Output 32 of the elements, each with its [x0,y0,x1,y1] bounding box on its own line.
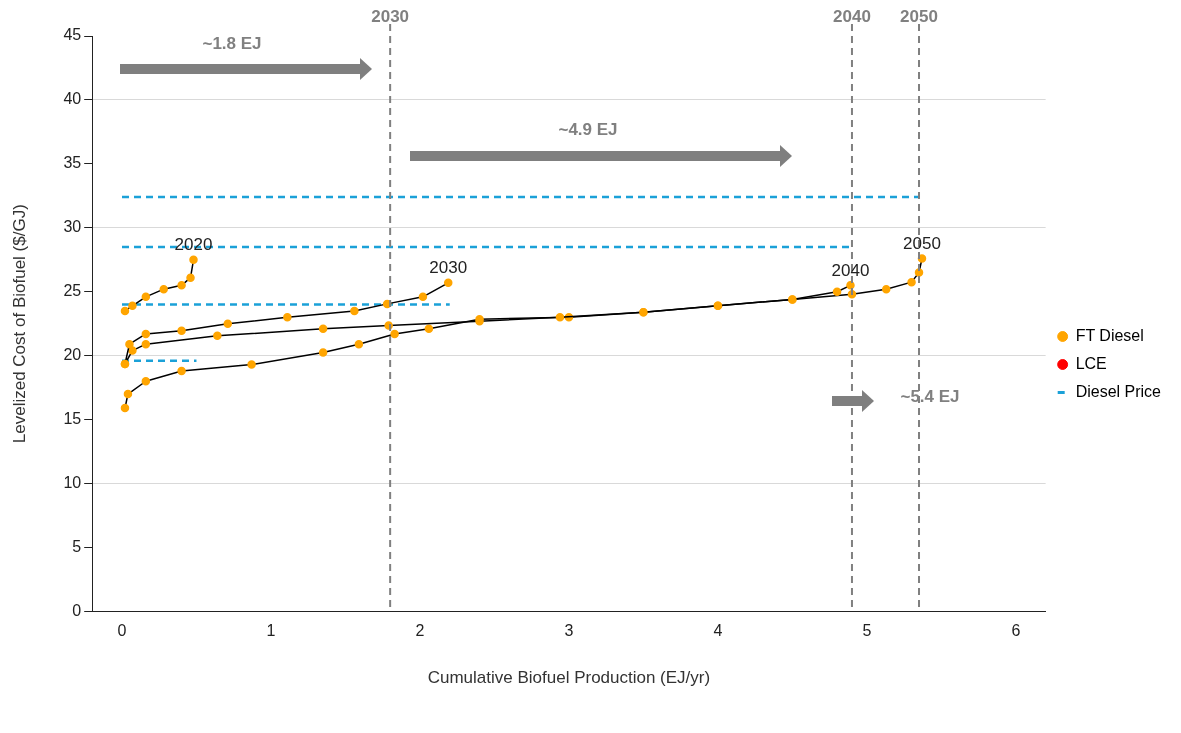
y-tick-label: 20 [63,346,82,364]
legend-label: Diesel Price [1075,382,1162,400]
legend-label: FT Diesel [1075,326,1144,344]
y-tick-label: 35 [63,154,82,172]
x-tick-label: 5 [862,622,872,640]
annotation: 2020 [174,234,213,254]
y-tick-label: 15 [63,410,82,428]
text: 2040 [833,6,871,26]
x-axis-title: Cumulative Biofuel Production (EJ/yr) [427,668,711,688]
x-tick-label: 4 [713,622,723,640]
annotation: ~5.4 EJ [899,387,961,407]
annotation: 2050 [903,233,941,253]
x-tick-label: 6 [1011,622,1021,640]
y-axis-title: Levelized Cost of Biofuel ($/GJ) [9,204,29,444]
y-tick-label: 25 [63,282,82,300]
annotation: 2040 [831,260,870,280]
x-tick-label: 2 [415,622,425,640]
text: 2030 [371,6,410,26]
x-tick-label: 0 [117,622,127,640]
x-tick-label: 3 [564,622,574,640]
legend-label: LCE [1075,354,1107,372]
text: 2050 [900,6,938,26]
annotation: ~4.9 EJ [557,120,619,140]
y-tick-label: 5 [72,537,82,555]
y-tick-label: 30 [63,218,82,236]
y-tick-label: 45 [63,26,82,44]
x-tick-label: 1 [266,622,276,640]
y-tick-label: 0 [72,601,82,619]
annotation: ~1.8 EJ [201,34,263,54]
y-tick-label: 10 [63,473,82,491]
annotation: 2030 [429,257,468,277]
y-tick-label: 40 [63,90,82,108]
